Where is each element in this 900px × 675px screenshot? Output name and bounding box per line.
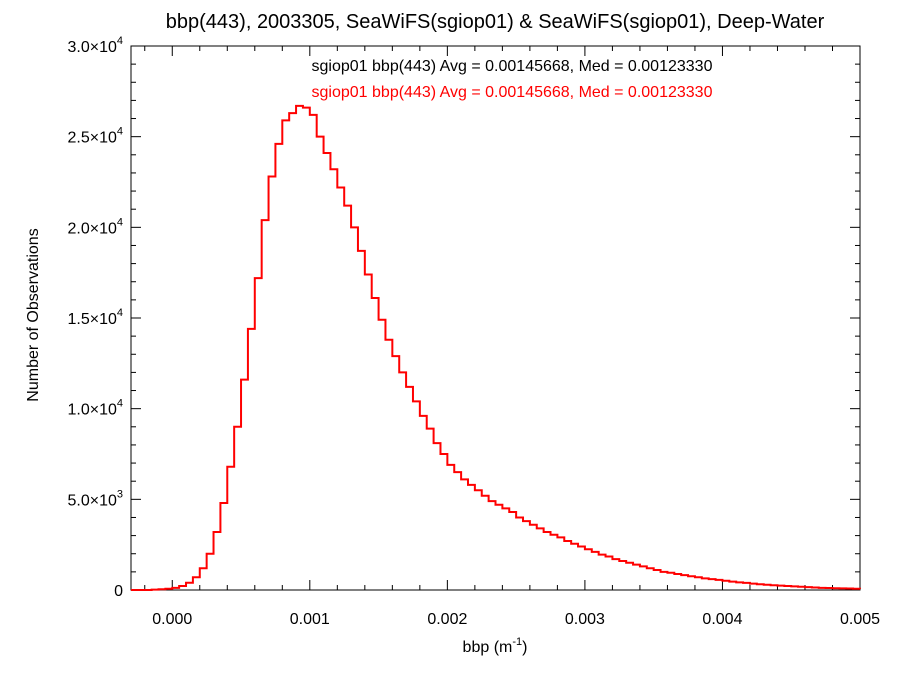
y-axis-label: Number of Observations xyxy=(25,228,42,401)
plot-frame-border xyxy=(130,45,861,591)
x-axis-ticks: 0.000 0.001 0.002 0.003 0.004 0.005 xyxy=(144,46,880,628)
x-tick-label: 0.003 xyxy=(565,611,605,628)
y-tick-label: 2.5×104 xyxy=(67,126,123,147)
y-tick-label: 5.0×103 xyxy=(67,488,123,509)
stats-annotation: sgiop01 bbp(443) Avg = 0.00145668, Med =… xyxy=(312,84,713,101)
x-tick-label: 0.002 xyxy=(427,611,467,628)
chart-title: bbp(443), 2003305, SeaWiFS(sgiop01) & Se… xyxy=(166,11,825,33)
x-tick-label: 0.000 xyxy=(152,611,192,628)
histogram-series xyxy=(131,104,861,591)
y-tick-label: 2.0×104 xyxy=(67,216,123,237)
y-tick-label: 1.0×104 xyxy=(67,398,123,419)
y-tick-label: 3.0×104 xyxy=(67,35,123,56)
y-tick-label: 0 xyxy=(114,583,123,600)
stats-annotation: sgiop01 bbp(443) Avg = 0.00145668, Med =… xyxy=(312,58,713,75)
x-tick-label: 0.001 xyxy=(290,611,330,628)
x-tick-label: 0.005 xyxy=(840,611,880,628)
x-tick-label: 0.004 xyxy=(702,611,742,628)
plot-frame xyxy=(130,45,861,591)
histogram-step-line xyxy=(131,104,861,591)
y-axis-ticks: 0 5.0×103 1.0×104 1.5×104 2.0×104 2.5×104 3.0×… xyxy=(67,35,860,600)
y-tick-label: 1.5×104 xyxy=(67,307,123,328)
x-axis-label: bbp (m-1) xyxy=(463,636,528,656)
stats-annotations: sgiop01 bbp(443) Avg = 0.00145668, Med =… xyxy=(312,58,713,101)
